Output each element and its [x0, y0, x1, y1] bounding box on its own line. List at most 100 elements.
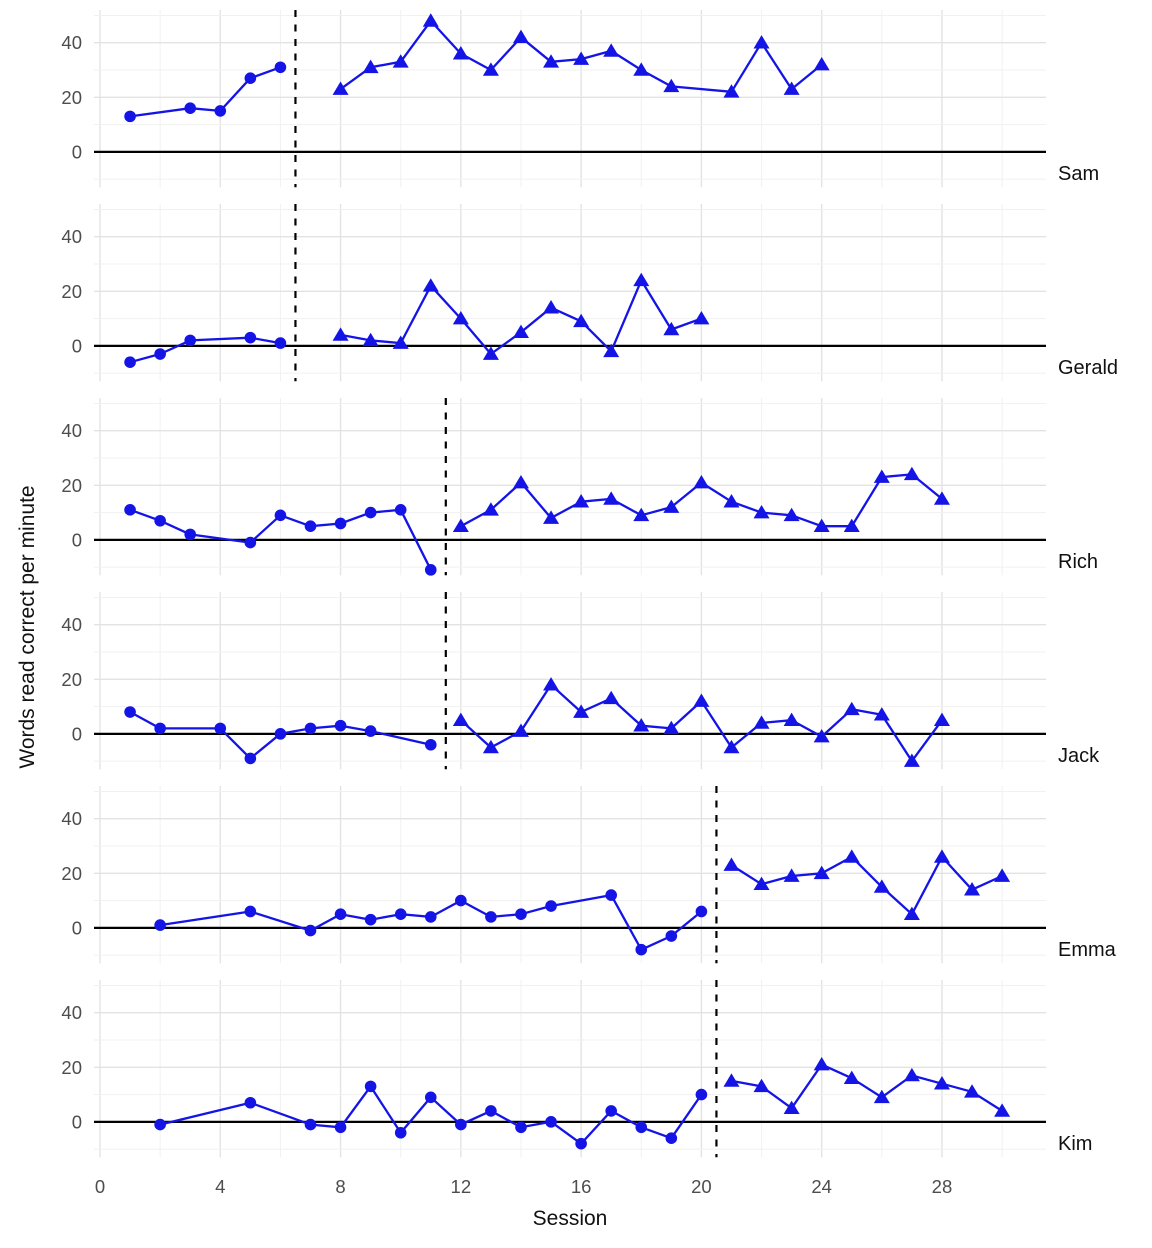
data-point-triangle — [933, 491, 950, 505]
data-point-triangle — [783, 868, 800, 882]
data-point-triangle — [723, 857, 740, 871]
data-point-circle — [184, 528, 197, 541]
data-point-circle — [424, 738, 437, 751]
data-point-triangle — [452, 712, 469, 727]
data-point-triangle — [903, 466, 920, 481]
data-line-intervention — [730, 855, 1003, 916]
data-point-triangle — [813, 518, 830, 533]
data-point-triangle — [873, 1089, 890, 1104]
data-point-triangle — [482, 62, 499, 76]
data-point-triangle — [783, 1100, 800, 1115]
data-point-triangle — [933, 1076, 950, 1090]
data-point-triangle — [753, 504, 770, 519]
y-tick-label: 40 — [61, 226, 82, 247]
panel-label: Jack — [1058, 745, 1100, 767]
x-tick-label: 16 — [571, 1176, 592, 1197]
data-point-circle — [485, 911, 497, 923]
data-point-circle — [154, 722, 166, 735]
data-point-triangle — [873, 707, 890, 721]
data-point-circle — [154, 1118, 166, 1131]
data-point-circle — [304, 520, 317, 533]
data-point-triangle — [512, 29, 529, 44]
data-point-circle — [515, 1121, 527, 1134]
data-point-triangle — [452, 46, 469, 60]
data-point-circle — [455, 894, 467, 907]
panel-label: Emma — [1058, 939, 1117, 961]
y-tick-label: 20 — [61, 1057, 82, 1078]
data-point-circle — [575, 1137, 587, 1150]
data-point-triangle — [723, 1073, 740, 1087]
y-tick-label: 40 — [61, 614, 82, 635]
data-point-triangle — [603, 491, 620, 505]
data-point-circle — [304, 924, 317, 937]
y-tick-label: 20 — [61, 863, 82, 884]
data-point-triangle — [422, 278, 439, 292]
data-point-triangle — [964, 882, 981, 896]
data-point-circle — [635, 1121, 648, 1134]
data-point-triangle — [843, 701, 860, 716]
data-point-circle — [515, 908, 527, 921]
data-point-circle — [545, 900, 557, 912]
data-point-circle — [184, 334, 197, 347]
data-point-triangle — [843, 849, 860, 863]
data-point-triangle — [903, 753, 920, 767]
data-point-triangle — [813, 56, 830, 71]
data-point-triangle — [573, 494, 590, 508]
data-point-triangle — [903, 906, 920, 921]
data-point-triangle — [813, 865, 830, 880]
data-point-circle — [394, 908, 407, 921]
data-point-circle — [364, 506, 377, 519]
data-point-triangle — [723, 494, 740, 508]
data-point-circle — [635, 943, 648, 956]
data-point-circle — [124, 110, 136, 123]
data-point-circle — [274, 509, 287, 522]
data-point-circle — [244, 536, 257, 549]
data-point-triangle — [482, 346, 499, 360]
data-point-triangle — [543, 54, 560, 68]
data-point-triangle — [723, 739, 740, 754]
data-point-circle — [124, 504, 136, 516]
data-point-circle — [304, 1118, 317, 1131]
data-line-baseline — [159, 1085, 703, 1145]
data-line-baseline — [129, 508, 432, 571]
data-point-circle — [424, 911, 437, 923]
data-point-circle — [274, 337, 287, 349]
data-point-triangle — [633, 507, 650, 522]
data-point-triangle — [753, 35, 770, 49]
data-point-triangle — [663, 499, 680, 513]
data-point-triangle — [452, 310, 469, 325]
data-point-circle — [274, 61, 287, 74]
data-point-circle — [605, 1105, 617, 1117]
y-tick-label: 0 — [72, 723, 82, 744]
data-point-triangle — [753, 876, 770, 890]
data-point-circle — [334, 908, 347, 921]
data-point-triangle — [813, 1056, 830, 1071]
data-point-triangle — [693, 693, 710, 707]
x-tick-label: 0 — [95, 1176, 105, 1197]
data-point-circle — [485, 1105, 497, 1117]
data-point-triangle — [663, 78, 680, 93]
x-tick-label: 20 — [691, 1176, 712, 1197]
data-point-triangle — [633, 718, 650, 732]
data-point-triangle — [994, 868, 1011, 882]
data-point-triangle — [813, 728, 830, 743]
data-point-triangle — [362, 59, 379, 74]
data-point-circle — [334, 517, 347, 530]
y-tick-label: 0 — [72, 917, 82, 938]
data-point-triangle — [753, 1078, 770, 1093]
data-point-triangle — [933, 849, 950, 863]
y-tick-label: 40 — [61, 808, 82, 829]
data-point-circle — [244, 752, 257, 765]
data-point-triangle — [783, 81, 800, 95]
data-point-triangle — [573, 704, 590, 718]
data-point-triangle — [633, 62, 650, 76]
data-point-circle — [244, 1096, 257, 1109]
data-point-triangle — [332, 81, 349, 95]
y-tick-label: 0 — [72, 529, 82, 550]
y-tick-label: 0 — [72, 335, 82, 356]
data-point-triangle — [512, 723, 529, 737]
data-point-triangle — [362, 332, 379, 347]
data-point-circle — [124, 356, 136, 369]
